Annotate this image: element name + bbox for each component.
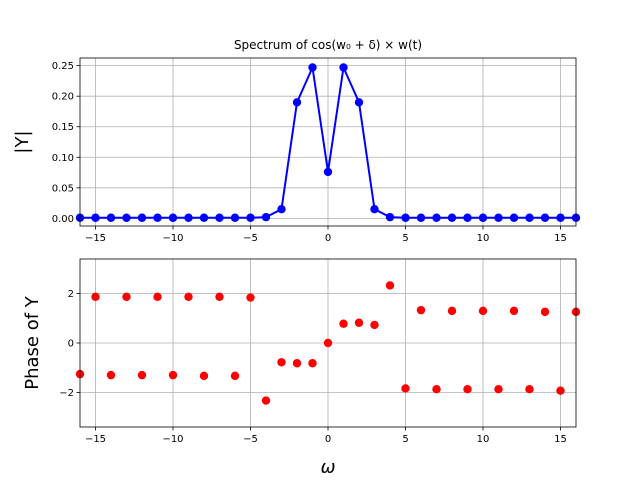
panel2-x-axis-label: ω — [320, 457, 335, 478]
panel1-y-tick-label: 0.10 — [52, 153, 74, 164]
panel2-data-point — [153, 292, 162, 301]
panel2-data-point — [509, 306, 519, 316]
panel1-data-point — [246, 213, 255, 222]
panel1-data-point — [122, 213, 131, 222]
panel1-data-point — [261, 212, 271, 222]
panel1-data-point — [354, 98, 364, 107]
panel1-x-tick-label: −5 — [243, 233, 258, 244]
panel2-data-point — [308, 359, 317, 368]
panel2-data-point — [447, 306, 457, 316]
panel1-data-point — [168, 213, 178, 222]
panel2-x-tick-label: −15 — [85, 434, 106, 445]
panel2-x-tick-label: 10 — [477, 434, 490, 445]
panel2-data-point — [137, 370, 147, 380]
panel2-data-point — [277, 358, 286, 367]
panel2-y-tick-label: −2 — [59, 388, 74, 399]
panel2-data-point — [463, 385, 472, 394]
panel2-x-tick-label: 15 — [554, 434, 567, 445]
panel2-data-point — [401, 384, 410, 393]
panel2-data-point — [184, 292, 193, 301]
panel2-data-point — [91, 292, 100, 301]
panel1-data-point — [385, 212, 395, 222]
panel2-x-tick-label: −10 — [162, 434, 183, 445]
panel2-data-point — [556, 386, 565, 395]
panel1-x-tick-label: 10 — [477, 233, 490, 244]
panel1-data-point — [292, 98, 302, 107]
panel1-y-tick-label: 0.05 — [52, 183, 74, 194]
panel2-data-point — [416, 305, 426, 315]
panel1-y-tick-label: 0.00 — [52, 214, 74, 225]
panel2-data-point — [323, 338, 333, 348]
panel1-data-point — [478, 213, 488, 222]
panel1-data-point — [323, 167, 333, 177]
panel1-y-tick-label: 0.20 — [52, 92, 74, 103]
panel1-y-tick-label: 0.25 — [52, 61, 74, 72]
panel1-data-point — [137, 213, 147, 222]
panel2-x-tick-label: 5 — [402, 434, 408, 445]
panel1-data-point — [401, 213, 410, 222]
panel1-data-point — [215, 213, 224, 222]
panel1-data-point — [447, 213, 457, 222]
panel2-data-point — [246, 293, 255, 302]
panel1-data-point — [432, 213, 441, 222]
panel2-y-axis-label: Phase of Y — [22, 295, 43, 390]
panel1-chart-title: Spectrum of cos(w₀ + δ) × w(t) — [234, 38, 422, 52]
panel1-data-point — [556, 213, 565, 222]
panel1-data-point — [184, 213, 193, 222]
panel2-data-point — [478, 306, 488, 316]
panel1-data-point — [230, 213, 240, 222]
panel2-data-point — [168, 370, 178, 380]
panel1-data-point — [540, 213, 550, 222]
panel1-data-point — [277, 205, 286, 214]
panel2-data-point — [385, 281, 395, 290]
panel1-data-point — [416, 213, 426, 222]
panel1-x-tick-label: 0 — [325, 233, 331, 244]
panel2-data-point — [494, 385, 503, 394]
panel1-data-point — [91, 213, 100, 222]
panel1-x-tick-label: 15 — [554, 233, 567, 244]
panel1-y-axis-label: |Y| — [12, 130, 33, 153]
panel2-y-tick-label: 2 — [68, 289, 74, 300]
panel2-y-tick-label: 0 — [68, 339, 74, 350]
panel1-data-point — [370, 205, 379, 214]
panel2-data-point — [292, 359, 302, 368]
panel1-data-point — [339, 63, 348, 72]
panel2-data-point — [370, 320, 379, 330]
panel1-data-point — [106, 213, 116, 222]
panel2-data-point — [540, 307, 550, 317]
panel1-y-tick-label: 0.15 — [52, 122, 74, 133]
panel2-data-point — [199, 371, 209, 381]
panel2-x-tick-label: −5 — [243, 434, 258, 445]
panel1-x-tick-label: −15 — [85, 233, 106, 244]
panel2-data-point — [432, 385, 441, 394]
panel2-data-point — [106, 370, 116, 380]
panel1-data-point — [153, 213, 162, 222]
panel1-data-point — [463, 213, 472, 222]
panel1-data-point — [308, 63, 317, 72]
panel1-data-point — [509, 213, 519, 222]
panel1-x-tick-label: 5 — [402, 233, 408, 244]
panel2-data-point — [354, 318, 364, 327]
panel2-data-point — [230, 371, 240, 381]
panel2-data-point — [122, 292, 131, 301]
panel1-data-point — [525, 213, 534, 222]
panel1-data-point — [494, 213, 503, 222]
panel2-x-tick-label: 0 — [325, 434, 331, 445]
panel2-data-point — [525, 385, 534, 394]
panel2-data-point — [215, 292, 224, 301]
panel1-x-tick-label: −10 — [162, 233, 183, 244]
panel2-data-point — [339, 319, 348, 328]
panel2-data-point — [261, 396, 271, 405]
panel1-data-point — [199, 213, 209, 222]
